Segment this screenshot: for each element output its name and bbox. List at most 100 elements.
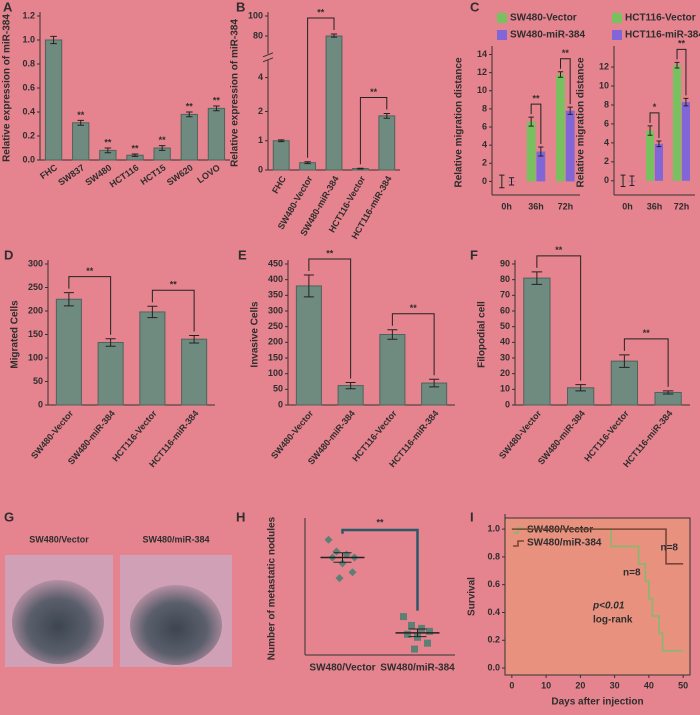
- y-axis-label: Relative migration distance: [576, 57, 587, 187]
- y-tick-label: 4: [604, 137, 609, 147]
- x-tick-label: 36h: [528, 201, 544, 211]
- y-tick-label: 6: [482, 121, 487, 131]
- y-tick-label: 100: [248, 10, 263, 20]
- survival-curve: [511, 528, 684, 565]
- y-axis-label: Filopodial cell: [477, 301, 488, 368]
- significance-label: **: [131, 143, 139, 153]
- significance-label: **: [376, 517, 384, 527]
- error-bar: [647, 125, 653, 136]
- error-bar: [383, 113, 390, 119]
- panel-letter: I: [470, 509, 474, 524]
- significance-bracket: [649, 112, 660, 138]
- significance-bracket: [391, 313, 435, 376]
- y-axis-label: Survival: [467, 577, 478, 616]
- photo-vector: [5, 555, 113, 667]
- y-tick-label: 200: [268, 337, 283, 347]
- significance-label: **: [170, 280, 178, 290]
- y-tick-label: 0: [258, 164, 263, 174]
- y-tick-label: 150: [268, 352, 283, 362]
- panel-letter: H: [236, 509, 245, 524]
- y-tick-label: 250: [268, 321, 283, 331]
- error-bar: [189, 334, 200, 344]
- y-tick-label: 80: [500, 274, 510, 284]
- x-tick-label: 0: [509, 680, 514, 690]
- error-bar: [531, 271, 543, 285]
- legend-label: HCT116-Vector: [625, 13, 696, 24]
- legend-label: SW480/miR-384: [527, 538, 602, 549]
- x-tick-label: 0h: [622, 201, 633, 211]
- annotation: n=8: [660, 543, 678, 554]
- axis-break-mark: [262, 52, 274, 63]
- bar: [295, 285, 322, 406]
- error-bar: [575, 384, 586, 392]
- panel-letter: B: [236, 0, 245, 14]
- error-bar: [528, 116, 534, 127]
- y-tick-label: 350: [268, 290, 283, 300]
- y-axis-label: Invasive Cells: [250, 301, 261, 368]
- significance-label: **: [104, 137, 112, 147]
- bar: [645, 130, 655, 181]
- significance-bracket: [151, 289, 195, 332]
- significance-label: *: [653, 102, 657, 112]
- significance-bracket: [341, 528, 419, 611]
- y-tick-label: 90: [500, 258, 510, 268]
- y-tick-label: 12: [599, 61, 609, 71]
- bar: [526, 121, 536, 182]
- data-point: [335, 574, 344, 583]
- y-tick-label: 200: [28, 305, 43, 315]
- error-bar: [357, 167, 364, 170]
- photo-mir384: [120, 555, 232, 667]
- y-tick-label: 4: [258, 72, 263, 82]
- error-bar: [330, 33, 338, 38]
- legend-label: SW480-miR-384: [510, 30, 585, 41]
- legend-swatch: [612, 30, 622, 40]
- bar: [556, 74, 565, 182]
- y-tick-label: 0: [278, 399, 283, 409]
- significance-bracket: [559, 58, 571, 105]
- sem-bar: [408, 628, 427, 638]
- significance-bracket: [307, 17, 335, 158]
- error-bar: [303, 274, 314, 298]
- y-tick-label: 100: [268, 368, 283, 378]
- y-tick-label: 0.8: [22, 58, 35, 68]
- y-tick-label: 50: [33, 376, 43, 386]
- significance-bracket: [623, 338, 669, 387]
- bar: [272, 140, 290, 171]
- y-axis-label: Relative expression of miR-384: [230, 19, 241, 167]
- error-bar: [158, 145, 166, 151]
- error-bar: [557, 71, 564, 78]
- data-point: [400, 613, 407, 621]
- bar: [610, 360, 638, 406]
- bar: [654, 143, 664, 181]
- legend-icon: [513, 527, 524, 534]
- error-bar: [674, 61, 680, 69]
- y-tick-label: 20: [500, 368, 510, 378]
- significance-label: **: [186, 101, 194, 111]
- y-tick-label: 10: [599, 80, 609, 90]
- x-tick-label: 72h: [558, 201, 574, 211]
- data-point: [404, 630, 411, 638]
- bar: [181, 338, 208, 406]
- y-tick-label: 0.2: [22, 130, 35, 140]
- y-tick-label: 0.4: [22, 106, 35, 116]
- significance-label: **: [326, 248, 334, 258]
- y-tick-label: 0.0: [22, 154, 35, 164]
- error-bar: [345, 381, 356, 390]
- error-bar: [186, 111, 193, 118]
- panel-letter: D: [4, 247, 13, 262]
- legend-label: SW480-Vector: [510, 13, 577, 24]
- error-bar: [50, 35, 57, 45]
- x-tick-label: 72h: [674, 201, 690, 211]
- error-bar: [278, 139, 285, 143]
- y-tick-label: 40: [500, 337, 510, 347]
- data-point: [424, 639, 431, 647]
- significance-label: **: [678, 39, 686, 49]
- panel-letter: F: [470, 247, 478, 262]
- y-tick-label: 50: [500, 321, 510, 331]
- error-bar: [619, 354, 630, 368]
- y-tick-label: 10: [500, 384, 510, 394]
- legend-label: SW480/Vector: [527, 525, 593, 536]
- y-tick-label: 0.4: [487, 607, 500, 617]
- y-axis-label: Relative expression of miR-384: [2, 14, 13, 162]
